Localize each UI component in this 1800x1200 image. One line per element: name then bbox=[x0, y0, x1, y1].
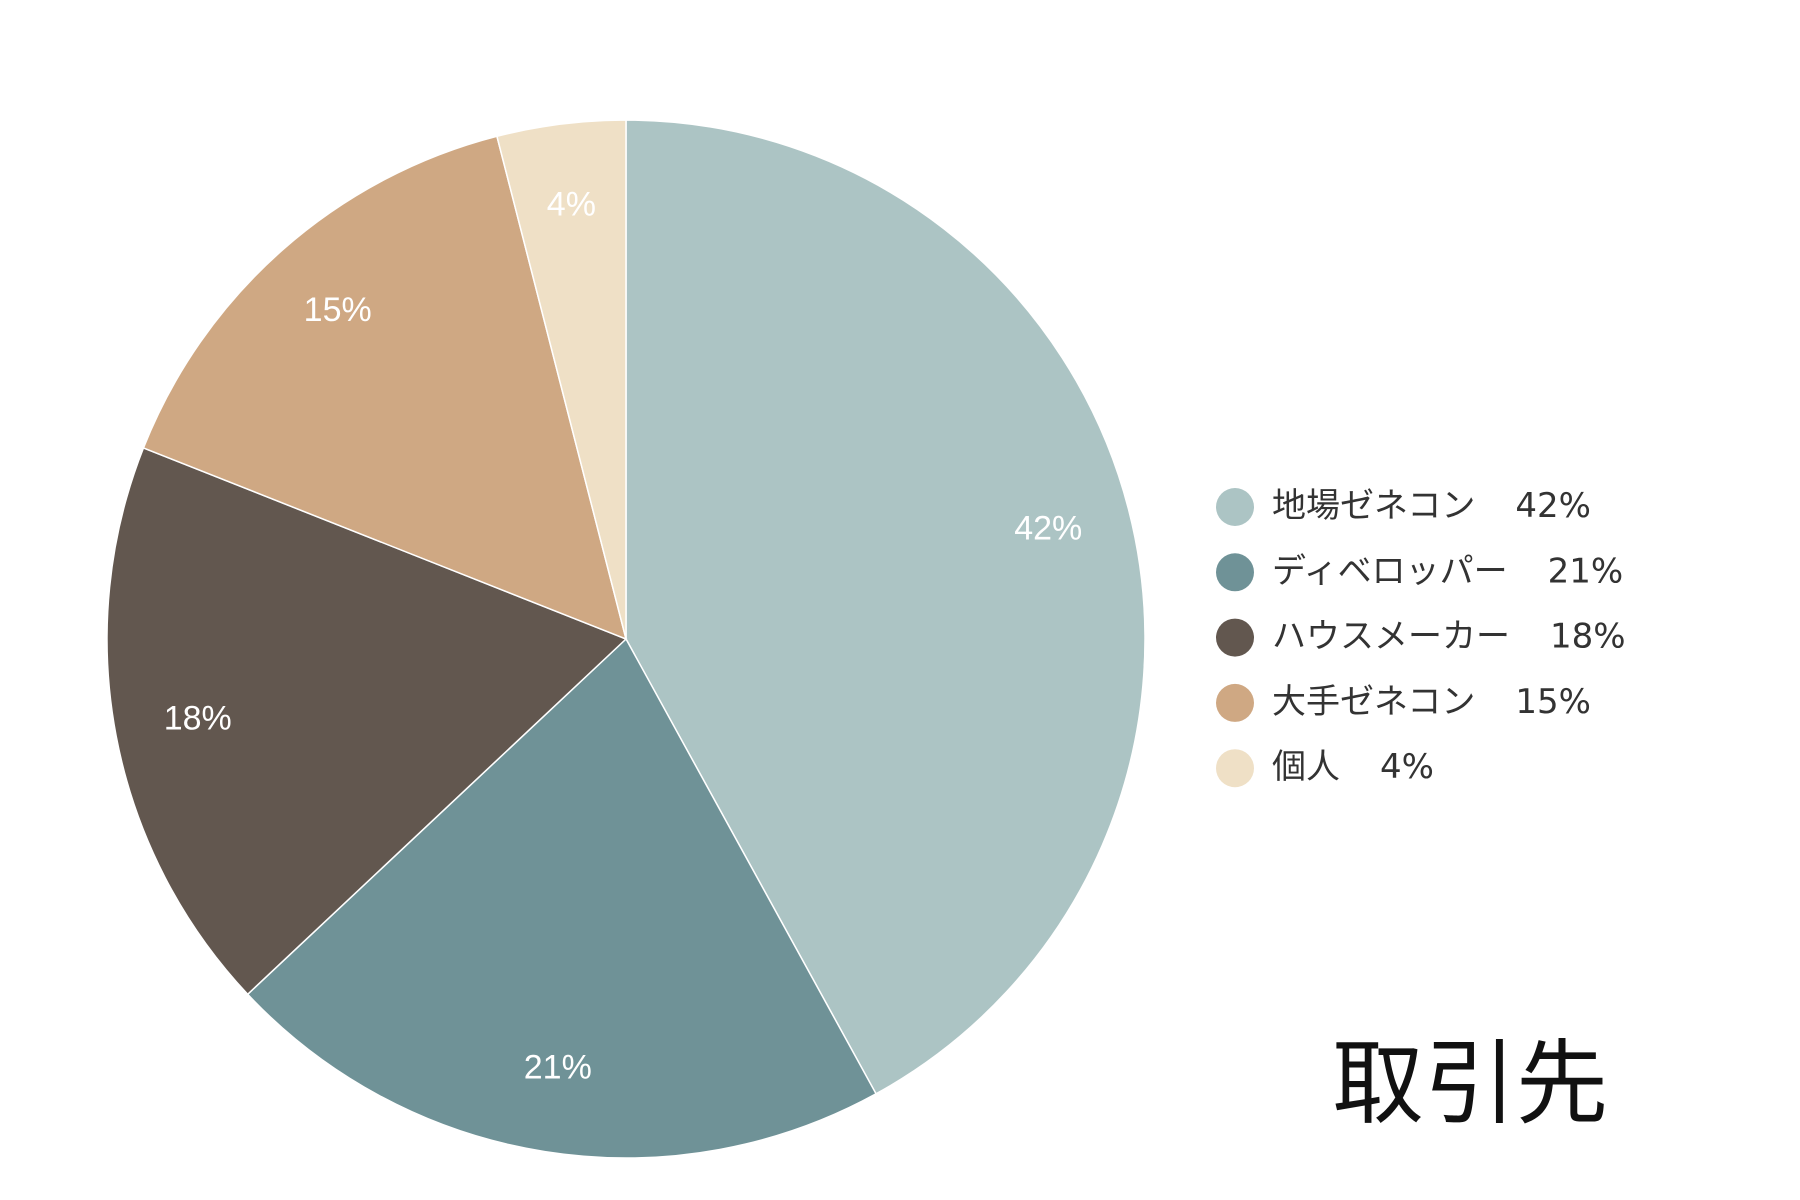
legend-entry: 大手ゼネコン 15% bbox=[1272, 681, 1591, 721]
pie-slice bbox=[625, 119, 1146, 1095]
legend-entry: ディベロッパー 21% bbox=[1272, 551, 1623, 591]
legend-value: 21% bbox=[1548, 551, 1624, 591]
legend-label: ディベロッパー bbox=[1272, 551, 1508, 591]
value-label: 4% bbox=[547, 185, 596, 223]
legend-swatch bbox=[1216, 683, 1254, 722]
legend-entry: 地場ゼネコン 42% bbox=[1272, 486, 1591, 526]
value-label: 15% bbox=[304, 291, 372, 329]
legend-value: 15% bbox=[1515, 681, 1591, 721]
pie-slice bbox=[246, 637, 878, 1159]
legend: 地場ゼネコン 42%ディベロッパー 21% ハウスメーカー 18% 大手ゼネコン 15% 個人… bbox=[1216, 486, 1626, 788]
legend-label: 大手ゼネコン bbox=[1272, 681, 1475, 721]
legend-entry: ハウスメーカー 18% bbox=[1272, 616, 1626, 656]
legend-value: 42% bbox=[1515, 486, 1591, 526]
pie-slice bbox=[106, 446, 628, 996]
legend-swatch bbox=[1216, 618, 1254, 657]
legend-label: 個人 bbox=[1272, 747, 1340, 787]
legend-entry: 個人 4% bbox=[1272, 747, 1434, 787]
value-label: 18% bbox=[164, 700, 232, 738]
pie-slice bbox=[496, 119, 627, 640]
pie bbox=[106, 119, 1146, 1159]
legend-label: ハウスメーカー bbox=[1272, 616, 1510, 656]
legend-swatch bbox=[1216, 488, 1254, 526]
legend-swatch bbox=[1216, 553, 1254, 592]
legend-swatch bbox=[1216, 749, 1254, 788]
chart-title: 取引先 bbox=[1332, 1031, 1608, 1138]
legend-value: 18% bbox=[1550, 616, 1626, 656]
value-labels: 42% 21% 18% 15% 4% bbox=[164, 185, 1083, 1086]
value-label: 42% bbox=[1014, 510, 1082, 548]
legend-value: 4% bbox=[1380, 747, 1434, 787]
legend-label: 地場ゼネコン bbox=[1272, 486, 1475, 526]
value-label: 21% bbox=[524, 1049, 592, 1087]
pie-slice bbox=[142, 135, 628, 641]
